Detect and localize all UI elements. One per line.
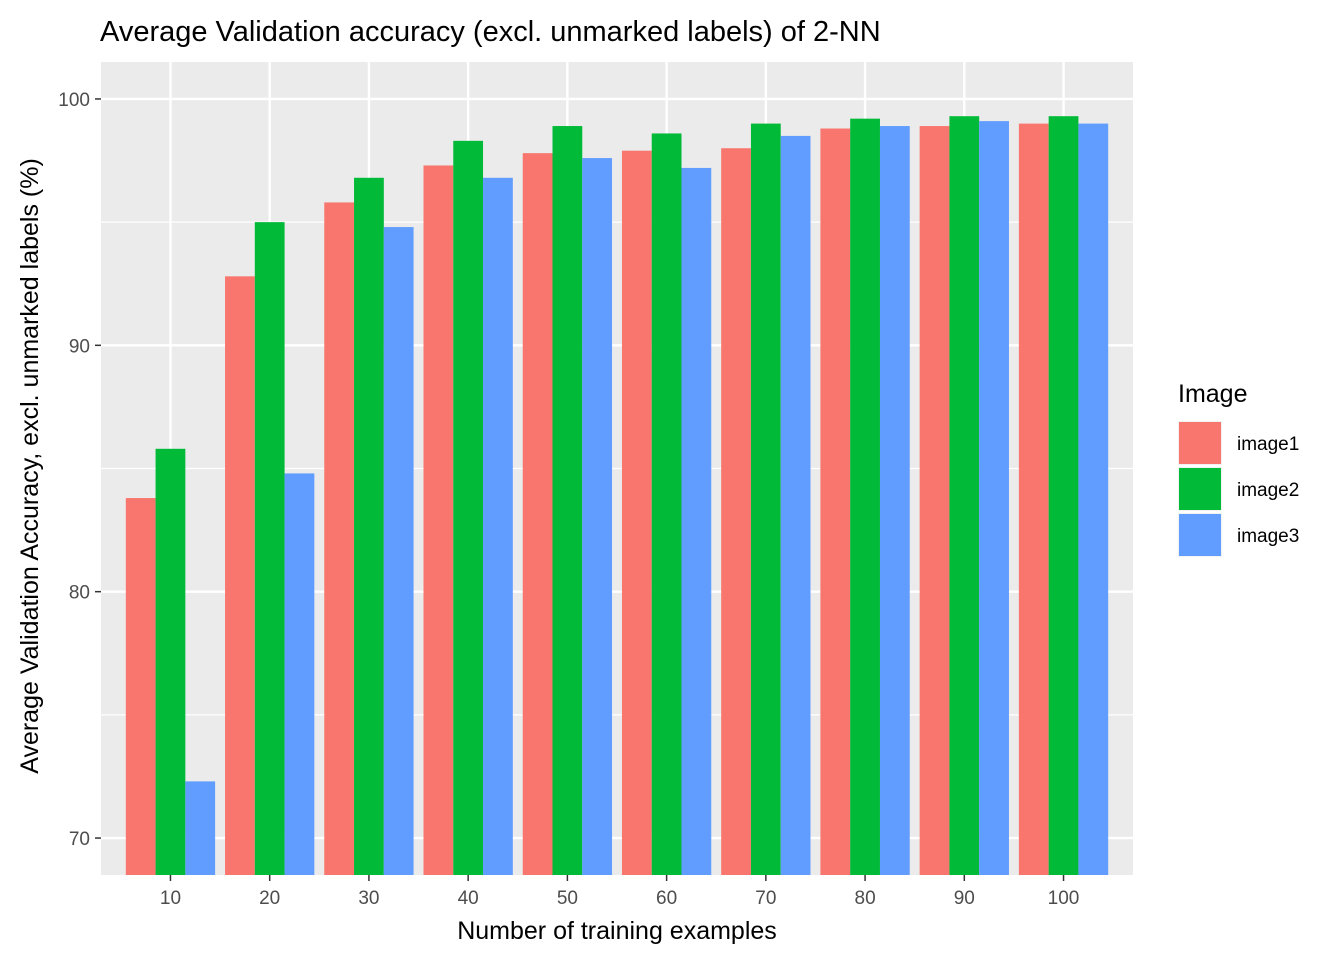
bar-image3-30 bbox=[383, 227, 414, 876]
bar-image2-50 bbox=[552, 126, 583, 875]
legend-key-image3 bbox=[1179, 514, 1221, 556]
chart-title: Average Validation accuracy (excl. unmar… bbox=[100, 16, 881, 48]
legend-label-image2: image2 bbox=[1237, 480, 1299, 501]
bar-image3-50 bbox=[582, 158, 613, 876]
x-tick-label: 20 bbox=[259, 888, 280, 909]
bar-image1-40 bbox=[423, 165, 454, 876]
legend-items: image1 image2 image3 bbox=[1178, 421, 1299, 557]
bar-image2-10 bbox=[155, 448, 186, 875]
bar-image2-20 bbox=[254, 222, 285, 876]
bar-image1-60 bbox=[621, 150, 652, 875]
axes: 70 80 90 100 10 20 30 40 50 60 70 80 90 100 bbox=[58, 90, 1079, 909]
bar-image3-20 bbox=[284, 473, 315, 875]
x-tick-label: 90 bbox=[954, 888, 975, 909]
x-tick-label: 10 bbox=[160, 888, 181, 909]
x-tick-label: 50 bbox=[557, 888, 578, 909]
y-tick-label: 80 bbox=[69, 583, 90, 604]
bar-image3-90 bbox=[979, 121, 1009, 876]
bar-image3-10 bbox=[185, 781, 216, 875]
legend-title: Image bbox=[1178, 380, 1247, 408]
x-tick-label: 40 bbox=[458, 888, 479, 909]
legend-label-image3: image3 bbox=[1237, 526, 1299, 547]
bar-image1-50 bbox=[522, 153, 553, 875]
x-tick-label: 30 bbox=[358, 888, 379, 909]
y-axis-title: Average Validation Accuracy, excl. unmar… bbox=[16, 158, 44, 774]
bar-image1-90 bbox=[919, 126, 950, 875]
x-axis-title: Number of training examples bbox=[457, 917, 777, 945]
x-tick-label: 60 bbox=[656, 888, 677, 909]
bar-image2-100 bbox=[1048, 116, 1079, 875]
legend-key-image2 bbox=[1179, 468, 1221, 510]
x-tick-label: 100 bbox=[1048, 888, 1080, 909]
bar-image3-80 bbox=[879, 126, 910, 875]
bar-image3-70 bbox=[780, 135, 811, 876]
bar-image3-40 bbox=[483, 177, 513, 876]
bar-image3-60 bbox=[681, 167, 712, 875]
legend: Image image1 image2 image3 bbox=[1178, 380, 1299, 557]
bar-image1-100 bbox=[1018, 123, 1049, 875]
bar-image1-20 bbox=[225, 276, 255, 875]
legend-label-image1: image1 bbox=[1237, 434, 1299, 455]
x-tick-label: 80 bbox=[855, 888, 876, 909]
bar-image1-70 bbox=[721, 148, 751, 875]
bar-image1-30 bbox=[324, 202, 355, 876]
y-tick-label: 100 bbox=[58, 90, 90, 111]
bars bbox=[125, 116, 1109, 876]
bar-image1-80 bbox=[820, 128, 851, 875]
y-tick-label: 70 bbox=[69, 829, 90, 850]
bar-image2-40 bbox=[453, 140, 484, 875]
y-tick-label: 90 bbox=[69, 336, 90, 357]
bar-image3-100 bbox=[1078, 123, 1109, 875]
x-tick-label: 70 bbox=[755, 888, 776, 909]
bar-image2-70 bbox=[750, 123, 781, 875]
bar-image2-30 bbox=[354, 177, 384, 876]
bar-image2-80 bbox=[850, 118, 880, 875]
bar-image1-10 bbox=[125, 498, 156, 875]
bar-image2-60 bbox=[651, 133, 682, 876]
legend-key-image1 bbox=[1179, 422, 1221, 464]
bar-image2-90 bbox=[949, 116, 980, 875]
